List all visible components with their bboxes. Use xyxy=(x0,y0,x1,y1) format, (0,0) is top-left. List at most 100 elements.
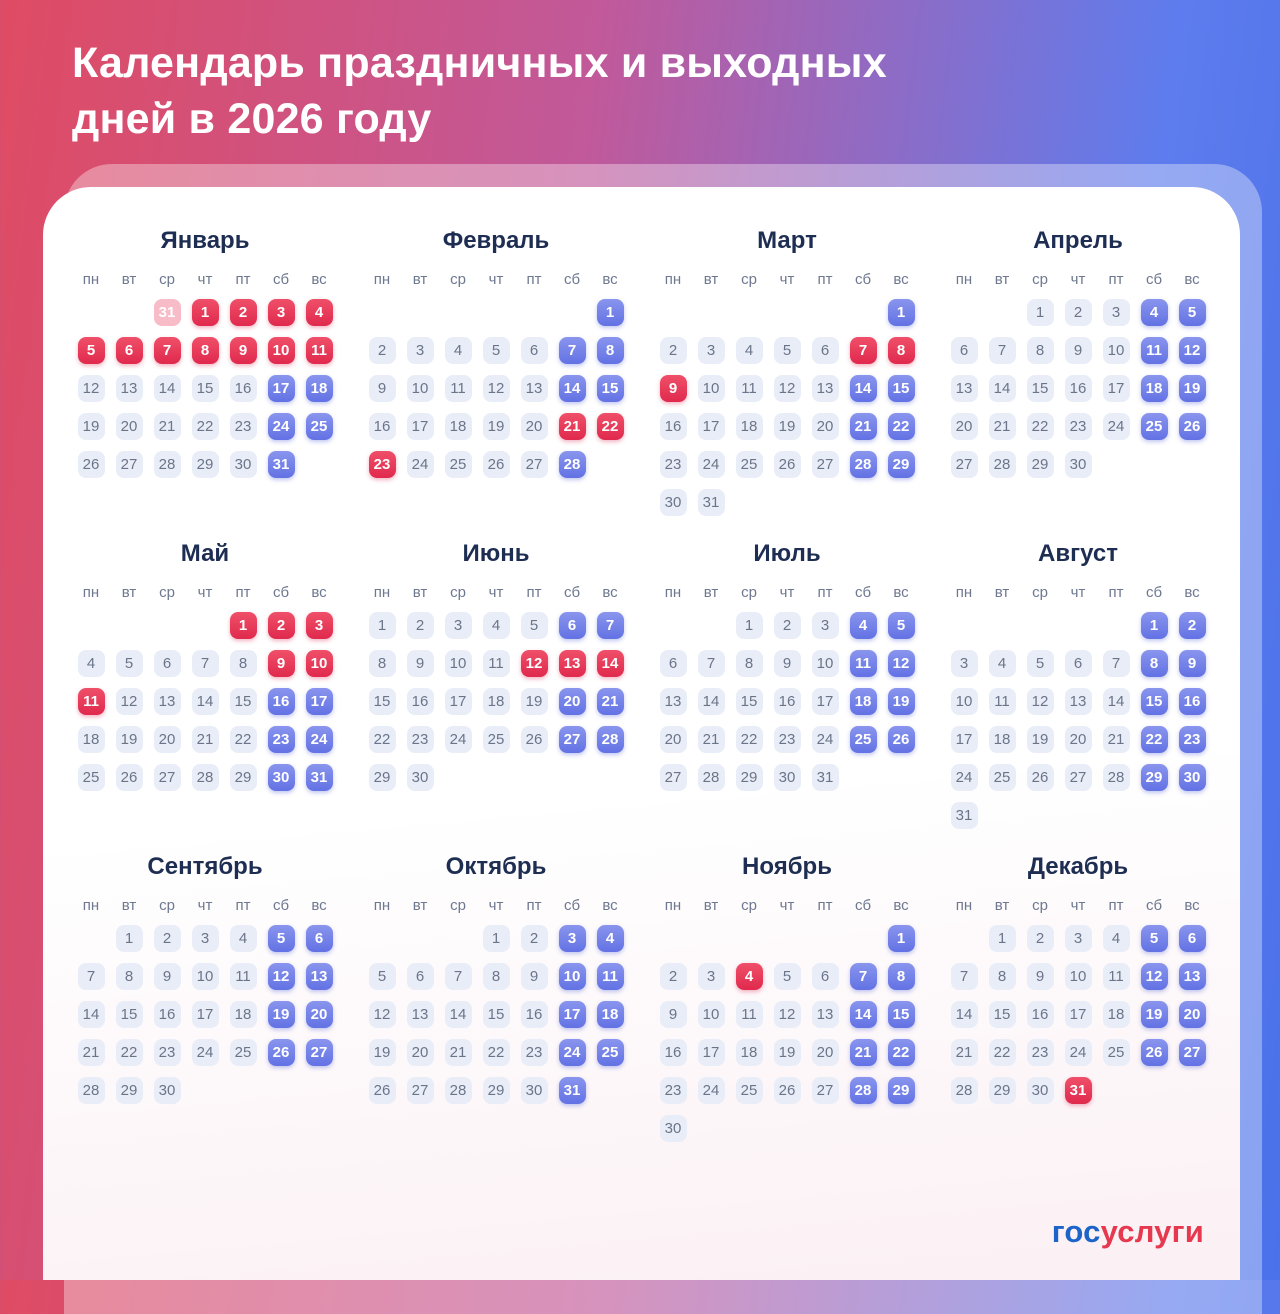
day-cell: 21 xyxy=(153,413,181,440)
day-cell: 2 xyxy=(1026,925,1054,952)
day-cell: 26 xyxy=(887,726,915,753)
day-cell-empty xyxy=(78,299,105,326)
day-cell-empty xyxy=(445,925,472,952)
weekday-label: пн xyxy=(82,584,100,601)
weekday-label: вт xyxy=(703,584,719,601)
day-cell: 25 xyxy=(1140,413,1168,440)
day-cell: 14 xyxy=(697,688,725,715)
day-cell: 14 xyxy=(77,1001,105,1028)
day-cell: 15 xyxy=(887,375,915,402)
weekday-label: ср xyxy=(1032,584,1048,601)
day-cell: 18 xyxy=(735,413,763,440)
weekday-row: пн вт ср чт пт сб вс xyxy=(654,270,920,290)
day-cell-empty xyxy=(407,299,434,326)
day-cell: 31 xyxy=(1064,1077,1092,1104)
day-cell: 5 xyxy=(1140,925,1168,952)
day-cell: 20 xyxy=(811,1039,839,1066)
day-cell: 29 xyxy=(735,764,763,791)
weekday-label: вт xyxy=(994,897,1010,914)
weekday-label: ср xyxy=(741,897,757,914)
day-cell: 3 xyxy=(811,612,839,639)
day-cell: 1 xyxy=(735,612,763,639)
day-cell: 17 xyxy=(267,375,295,402)
day-cell: 2 xyxy=(659,337,687,364)
day-cell-empty xyxy=(192,612,219,639)
day-cell: 4 xyxy=(305,299,333,326)
day-cell: 25 xyxy=(229,1039,257,1066)
day-cell: 4 xyxy=(1140,299,1168,326)
day-cell: 23 xyxy=(153,1039,181,1066)
weekday-label: пт xyxy=(1108,271,1124,288)
day-cell: 9 xyxy=(1178,650,1206,677)
weekday-label: вс xyxy=(602,897,618,914)
weekday-label: ср xyxy=(450,897,466,914)
day-cell: 9 xyxy=(153,963,181,990)
day-cell: 18 xyxy=(77,726,105,753)
day-cell: 10 xyxy=(811,650,839,677)
day-cell: 10 xyxy=(406,375,434,402)
day-cell: 29 xyxy=(115,1077,143,1104)
day-cell: 8 xyxy=(482,963,510,990)
weekday-label: пт xyxy=(526,897,542,914)
day-cell: 10 xyxy=(267,337,295,364)
weekday-label: вт xyxy=(121,584,137,601)
day-cell: 24 xyxy=(950,764,978,791)
day-cell: 18 xyxy=(988,726,1016,753)
day-cell: 6 xyxy=(520,337,548,364)
day-cell: 17 xyxy=(558,1001,586,1028)
day-cell: 21 xyxy=(596,688,624,715)
days-grid: 1 2 3 4 5 6 7 8 9 10 11 12 13 14 15 16 17 18 19 20 21 22 23 24 2… xyxy=(654,612,920,791)
day-cell: 12 xyxy=(482,375,510,402)
day-cell: 16 xyxy=(659,413,687,440)
weekday-label: чт xyxy=(779,584,795,601)
month-title: Июль xyxy=(753,540,821,567)
day-cell-empty xyxy=(812,299,839,326)
day-cell: 6 xyxy=(153,650,181,677)
weekday-label: пт xyxy=(235,584,251,601)
month-title: Октябрь xyxy=(445,853,547,880)
month-title: Март xyxy=(757,227,817,254)
weekday-label: пн xyxy=(373,897,391,914)
day-cell: 14 xyxy=(558,375,586,402)
day-cell: 29 xyxy=(229,764,257,791)
day-cell: 26 xyxy=(1178,413,1206,440)
weekday-label: сб xyxy=(272,897,290,914)
weekday-label: ср xyxy=(450,271,466,288)
day-cell-empty xyxy=(850,925,877,952)
day-cell: 9 xyxy=(1026,963,1054,990)
weekday-label: чт xyxy=(1070,271,1086,288)
days-grid: 31 1 2 3 4 5 6 7 8 9 10 11 12 13 14 15 16 17 18 19 20 21 22 23 2… xyxy=(72,299,338,478)
weekday-label: вт xyxy=(994,584,1010,601)
weekday-label: вс xyxy=(1184,584,1200,601)
day-cell: 18 xyxy=(482,688,510,715)
day-cell: 16 xyxy=(267,688,295,715)
day-cell: 18 xyxy=(444,413,472,440)
day-cell: 7 xyxy=(988,337,1016,364)
weekday-label: вт xyxy=(994,271,1010,288)
day-cell: 8 xyxy=(229,650,257,677)
day-cell: 22 xyxy=(191,413,219,440)
day-cell: 7 xyxy=(444,963,472,990)
day-cell: 15 xyxy=(229,688,257,715)
weekday-label: чт xyxy=(197,897,213,914)
day-cell: 23 xyxy=(229,413,257,440)
day-cell: 19 xyxy=(887,688,915,715)
day-cell: 3 xyxy=(444,612,472,639)
weekday-label: чт xyxy=(488,271,504,288)
month-block: Август пн вт ср чт пт сб вс 1 2 3 4 5 6 7 8 9 10 11 12 13 1… xyxy=(945,540,1211,829)
day-cell: 15 xyxy=(482,1001,510,1028)
day-cell: 5 xyxy=(773,337,801,364)
day-cell: 5 xyxy=(267,925,295,952)
days-grid: 1 2 3 4 5 6 7 8 9 10 11 12 13 14 15 16 17 18 19 20 21 22 23 24 2… xyxy=(654,925,920,1142)
day-cell: 16 xyxy=(153,1001,181,1028)
day-cell-empty xyxy=(445,299,472,326)
day-cell: 7 xyxy=(191,650,219,677)
day-cell: 20 xyxy=(305,1001,333,1028)
day-cell: 3 xyxy=(950,650,978,677)
day-cell-empty xyxy=(116,299,143,326)
day-cell: 9 xyxy=(406,650,434,677)
day-cell-empty xyxy=(736,925,763,952)
day-cell: 30 xyxy=(1064,451,1092,478)
day-cell-empty xyxy=(78,925,105,952)
day-cell-empty xyxy=(989,299,1016,326)
